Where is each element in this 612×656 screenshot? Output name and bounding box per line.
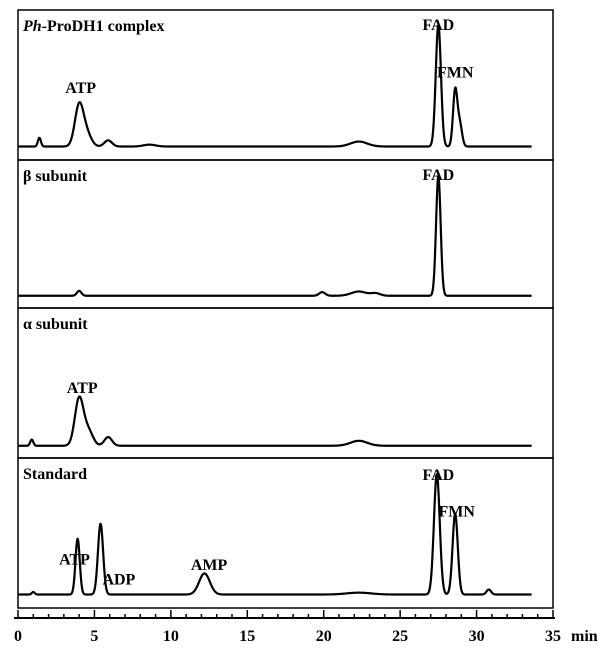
x-axis: 0 5 10 15 20 25 30 35 min	[14, 610, 598, 645]
x-tick-label: 15	[239, 628, 255, 645]
x-tick-label: 35	[545, 628, 561, 645]
peak-label: ATP	[65, 80, 96, 97]
panel-title: Ph-ProDH1 complex	[22, 18, 164, 35]
chromatogram-trace	[17, 23, 533, 148]
peak-label: ATP	[59, 551, 90, 568]
x-tick-label: 5	[90, 628, 98, 645]
peak-label: ATP	[67, 380, 98, 397]
panel-title-text: -ProDH1 complex	[42, 18, 165, 35]
peak-label: FAD	[423, 467, 455, 484]
x-tick-label: 20	[316, 628, 332, 645]
chromatogram-trace	[17, 175, 533, 297]
panel-title: β subunit	[23, 168, 88, 185]
panel-title-text: α subunit	[23, 316, 88, 333]
peak-label: FMN	[438, 504, 475, 521]
x-axis-unit: min	[571, 628, 598, 645]
panel-3: Standard ATP ADP AMP FAD FMN	[17, 457, 554, 609]
peak-label: AMP	[191, 557, 228, 574]
x-tick-label: 0	[14, 628, 22, 645]
panel-title-italic: Ph	[22, 18, 42, 35]
chromatogram-trace	[17, 473, 533, 596]
panel-2: α subunit ATP	[17, 307, 554, 459]
chromatogram-trace	[17, 395, 533, 447]
panel-title: Standard	[23, 466, 87, 483]
panels: Ph-ProDH1 complex ATP FAD FMN β subunit FAD α …	[17, 9, 554, 609]
panel-title-text: Standard	[23, 466, 87, 483]
panel-title: α subunit	[23, 316, 88, 333]
panel-frame	[17, 307, 554, 459]
x-tick-label: 30	[469, 628, 485, 645]
panel-1: β subunit FAD	[17, 159, 554, 309]
peak-label: FAD	[423, 17, 455, 34]
x-tick-label: 25	[392, 628, 408, 645]
x-tick-label: 10	[163, 628, 179, 645]
panel-frame	[17, 159, 554, 309]
panel-frame	[17, 457, 554, 609]
peak-label: ADP	[102, 572, 135, 589]
peak-label: FAD	[423, 167, 455, 184]
panel-title-text: β subunit	[23, 168, 88, 185]
panel-0: Ph-ProDH1 complex ATP FAD FMN	[17, 9, 554, 161]
peak-label: FMN	[437, 65, 474, 82]
